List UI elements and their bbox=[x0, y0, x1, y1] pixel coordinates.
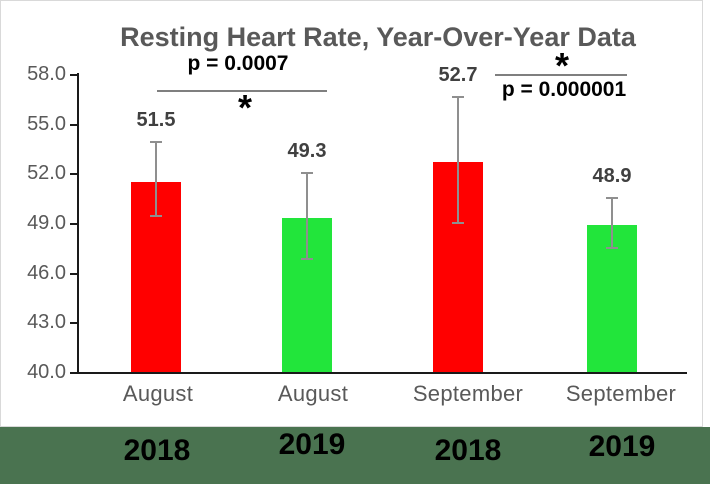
error-bar-cap-bottom bbox=[452, 221, 464, 224]
y-tick-mark bbox=[70, 223, 78, 225]
error-bar-line bbox=[155, 141, 157, 217]
error-bar-cap-top bbox=[301, 172, 313, 175]
error-bar-line bbox=[457, 97, 459, 223]
y-tick-label: 58.0 bbox=[27, 63, 66, 85]
y-tick-mark bbox=[70, 74, 78, 76]
error-bar-cap-top bbox=[150, 140, 162, 143]
p-value-label: p = 0.0007 bbox=[187, 52, 289, 75]
y-tick-label: 46.0 bbox=[27, 262, 66, 284]
year-label: 2018 bbox=[434, 434, 502, 467]
year-label: 2019 bbox=[278, 428, 346, 461]
x-axis-line bbox=[77, 372, 687, 374]
significance-asterisk: * bbox=[237, 87, 252, 128]
p-value-label: p = 0.000001 bbox=[501, 78, 627, 101]
y-tick-mark bbox=[70, 124, 78, 126]
y-tick-mark bbox=[70, 372, 78, 374]
data-label: 51.5 bbox=[136, 108, 176, 131]
significance-line bbox=[157, 90, 327, 92]
bar-september-2019 bbox=[587, 224, 637, 372]
year-label: 2018 bbox=[123, 434, 191, 467]
error-bar-cap-bottom bbox=[606, 246, 618, 249]
y-tick-mark bbox=[70, 273, 78, 275]
y-tick-mark bbox=[70, 173, 78, 175]
data-label: 49.3 bbox=[287, 140, 327, 163]
error-bar-cap-top bbox=[606, 197, 618, 200]
y-axis-line bbox=[77, 73, 79, 373]
error-bar-line bbox=[306, 173, 308, 260]
y-tick-mark bbox=[70, 322, 78, 324]
month-label: September bbox=[565, 381, 677, 406]
month-label: August bbox=[277, 381, 349, 406]
chart-title: Resting Heart Rate, Year-Over-Year Data bbox=[120, 22, 636, 52]
significance-line bbox=[495, 74, 627, 76]
data-label: 48.9 bbox=[592, 165, 632, 188]
y-tick-label: 49.0 bbox=[27, 212, 66, 234]
y-tick-label: 43.0 bbox=[27, 311, 66, 333]
year-label: 2019 bbox=[588, 430, 656, 463]
y-tick-label: 55.0 bbox=[27, 113, 66, 135]
month-label: September bbox=[412, 381, 524, 406]
significance-asterisk: * bbox=[554, 45, 569, 86]
error-bar-cap-top bbox=[452, 96, 464, 99]
y-tick-label: 40.0 bbox=[27, 361, 66, 383]
month-label: August bbox=[122, 381, 194, 406]
chart-panel bbox=[0, 0, 703, 427]
y-tick-label: 52.0 bbox=[27, 162, 66, 184]
year-band bbox=[0, 427, 710, 484]
error-bar-cap-bottom bbox=[150, 215, 162, 218]
error-bar-line bbox=[611, 198, 613, 248]
error-bar-cap-bottom bbox=[301, 258, 313, 261]
data-label: 52.7 bbox=[438, 64, 478, 87]
